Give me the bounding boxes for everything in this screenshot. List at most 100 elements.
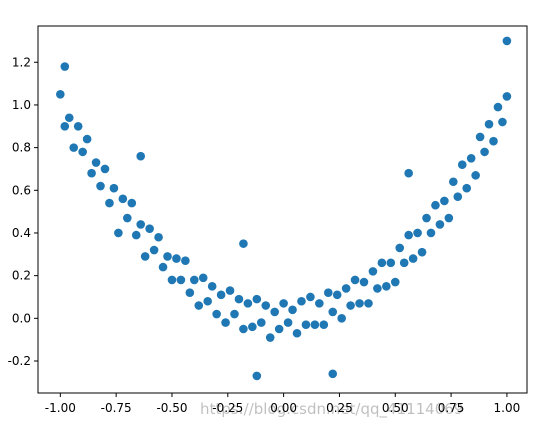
x-tick-label: 0.00: [270, 401, 297, 415]
point: [292, 328, 302, 338]
point: [100, 164, 110, 174]
point: [172, 254, 181, 263]
point: [337, 314, 346, 323]
point: [185, 288, 195, 298]
point: [87, 168, 96, 178]
point: [243, 299, 253, 308]
point: [283, 318, 293, 327]
point: [288, 305, 297, 315]
x-tick-label: 0.25: [326, 401, 353, 415]
point: [198, 273, 208, 283]
x-tick-label: 0.50: [382, 401, 409, 415]
point: [408, 254, 418, 263]
point: [301, 320, 311, 330]
point: [239, 324, 248, 334]
point: [328, 307, 338, 317]
watermark: https://blog.csdn.net/qq_41114069: [200, 400, 463, 419]
point: [109, 183, 119, 193]
point: [118, 194, 128, 204]
point: [279, 299, 288, 308]
point: [319, 320, 329, 330]
x-tick-label: -1.00: [45, 401, 76, 415]
point: [297, 296, 306, 306]
point: [457, 160, 467, 169]
point: [346, 301, 355, 310]
y-tick-label: 0.8: [12, 141, 31, 155]
point: [323, 288, 333, 298]
point: [502, 36, 512, 46]
point: [176, 275, 186, 285]
point: [212, 309, 221, 319]
point: [404, 168, 413, 178]
point: [390, 277, 400, 287]
point: [163, 252, 172, 261]
point: [105, 198, 114, 208]
point: [444, 213, 454, 223]
point: [435, 220, 445, 229]
point: [149, 245, 159, 255]
axes-frame: [37, 25, 528, 394]
point: [127, 198, 137, 208]
point: [426, 228, 436, 238]
point: [252, 294, 262, 304]
point: [167, 275, 177, 285]
point: [252, 371, 262, 381]
y-tick-label: 1.0: [12, 98, 31, 112]
point: [355, 299, 364, 308]
point: [493, 102, 503, 112]
point: [502, 92, 512, 101]
point: [475, 132, 485, 142]
x-tick-label: 1.00: [494, 401, 521, 415]
point: [417, 247, 427, 257]
point: [123, 213, 132, 223]
point: [399, 258, 409, 268]
point: [422, 213, 431, 223]
point: [131, 230, 141, 240]
point: [462, 183, 472, 193]
point: [265, 333, 275, 342]
point: [60, 121, 70, 131]
point: [350, 275, 360, 285]
point: [261, 301, 271, 310]
point: [194, 301, 204, 310]
point: [328, 369, 338, 379]
point: [69, 143, 79, 152]
point: [114, 228, 123, 238]
point: [82, 134, 92, 144]
point: [480, 147, 489, 157]
point: [498, 117, 507, 127]
point: [373, 284, 382, 293]
point: [413, 228, 422, 238]
x-tick-label: -0.25: [212, 401, 243, 415]
point: [404, 230, 413, 240]
point: [64, 113, 74, 123]
point: [190, 275, 199, 285]
point: [154, 232, 163, 242]
point: [341, 284, 351, 293]
point: [256, 318, 266, 327]
point: [91, 158, 101, 167]
y-tick-label: 0.6: [12, 183, 31, 197]
point: [453, 192, 463, 201]
point: [239, 239, 248, 248]
x-tick-label: -0.75: [101, 401, 132, 415]
point: [310, 320, 320, 330]
point: [158, 262, 168, 272]
point: [230, 309, 239, 319]
point: [332, 290, 342, 300]
point: [395, 243, 405, 253]
point: [60, 62, 70, 71]
point: [136, 151, 146, 161]
y-tick-label: 1.2: [12, 55, 31, 69]
point: [145, 224, 154, 234]
point: [234, 294, 244, 304]
point: [216, 290, 226, 300]
point: [489, 136, 498, 146]
y-tick-label: 0.0: [12, 311, 31, 325]
point: [484, 119, 494, 129]
point: [56, 89, 65, 99]
point: [96, 181, 105, 191]
point: [359, 277, 369, 287]
point: [140, 252, 150, 261]
